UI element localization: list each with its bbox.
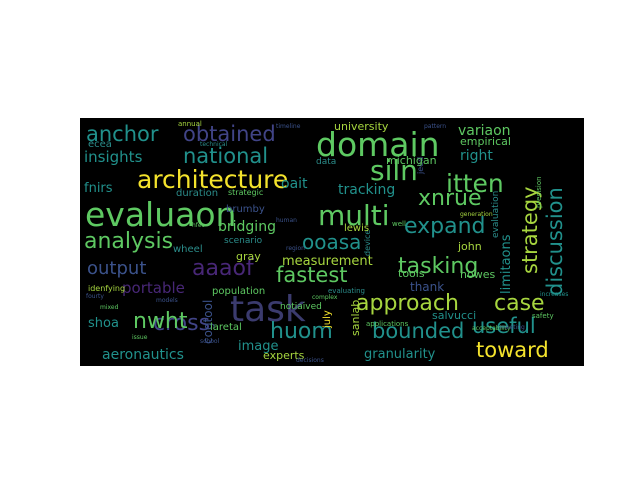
word-tasking: tasking bbox=[398, 254, 479, 279]
word-measurement: measurement bbox=[282, 254, 373, 269]
word-shoa: shoa bbox=[88, 316, 119, 331]
word-laretal: laretal bbox=[210, 322, 242, 333]
word-scenario: scenario bbox=[224, 236, 263, 246]
word-brumby: brumby bbox=[226, 204, 265, 215]
word-meeting: meeting bbox=[500, 324, 525, 331]
word-multi: multi bbox=[318, 199, 390, 232]
word-applications: applications bbox=[366, 320, 409, 328]
word-tracking: tracking bbox=[338, 182, 396, 198]
word-task: task bbox=[230, 289, 306, 330]
word-michigan: michigan bbox=[386, 154, 437, 167]
word-wheel: wheel bbox=[173, 244, 203, 255]
word-hfes: hfes bbox=[192, 222, 205, 229]
word-ooasa: ooasa bbox=[302, 230, 362, 254]
word-technical: technical bbox=[200, 141, 228, 148]
word-right: right bbox=[460, 148, 493, 164]
word-fourty: fourty bbox=[86, 293, 104, 300]
word-approach: approach bbox=[356, 291, 459, 316]
word-decisions: decisions bbox=[296, 357, 324, 364]
word-cross: cross bbox=[153, 311, 211, 336]
word-obtained: obtained bbox=[183, 122, 276, 146]
word-domain: domain bbox=[316, 125, 440, 164]
word-xnrue: xnrue bbox=[418, 186, 482, 211]
word-insights: insights bbox=[84, 148, 143, 166]
word-gray: gray bbox=[236, 250, 261, 263]
word-discussion: discussion bbox=[543, 187, 567, 296]
word-school: school bbox=[200, 338, 220, 345]
word-models: models bbox=[156, 297, 178, 304]
word-bounded: bounded bbox=[372, 319, 465, 343]
word-increases: increases bbox=[540, 291, 569, 298]
word-evaluating: evaluating bbox=[328, 287, 365, 295]
word-aeronautics: aeronautics bbox=[102, 347, 184, 363]
word-pattern: pattern bbox=[424, 123, 447, 130]
word-data: data bbox=[316, 157, 337, 167]
word-cloud: evaluaon task domain architecture analys… bbox=[80, 118, 584, 366]
word-lewis: lewis bbox=[344, 223, 370, 234]
word-notiaived: notiaived bbox=[280, 302, 322, 312]
word-evaluation: evaluation bbox=[491, 190, 501, 238]
word-annual: annual bbox=[178, 120, 202, 128]
word-output: output bbox=[87, 258, 147, 279]
word-granularity: granularity bbox=[364, 347, 436, 362]
word-huom: huom bbox=[270, 319, 333, 344]
word-useful: useful bbox=[472, 314, 536, 338]
word-region: region bbox=[286, 245, 305, 252]
word-complex: complex bbox=[312, 294, 338, 301]
word-toward: toward bbox=[476, 338, 549, 362]
word-july: july bbox=[322, 310, 333, 328]
word-precision: precision bbox=[535, 176, 543, 208]
word-idenfying: idenfying bbox=[88, 284, 126, 293]
word-mixed: mixed bbox=[100, 304, 119, 311]
word-fastest: fastest bbox=[276, 263, 348, 287]
word-issue: issue bbox=[132, 334, 148, 341]
word-analysis: analysis bbox=[84, 229, 174, 254]
word-case: case bbox=[494, 291, 545, 316]
word-john: john bbox=[458, 240, 482, 253]
word-experts: experts bbox=[263, 349, 305, 362]
word-tools: tools bbox=[398, 267, 425, 280]
word-acceptability: acceptability bbox=[472, 325, 511, 332]
word-university: university bbox=[334, 120, 389, 133]
word-siln: siln bbox=[370, 154, 418, 187]
word-empirical: empirical bbox=[460, 135, 511, 148]
word-salvucci: salvucci bbox=[432, 309, 477, 322]
word-timeline: timeline bbox=[276, 123, 301, 130]
word-fnirs: fnirs bbox=[84, 181, 113, 196]
word-oait: oait bbox=[281, 176, 308, 192]
word-anchor: anchor bbox=[86, 122, 159, 146]
word-ecea: ecea bbox=[88, 139, 112, 150]
word-well: well bbox=[392, 220, 406, 228]
word-aaaof: aaaof bbox=[192, 256, 254, 281]
word-evaluaon: evaluaon bbox=[85, 195, 237, 234]
word-limitaons: limitaons bbox=[499, 234, 514, 294]
word-generation: generation bbox=[460, 211, 493, 218]
word-strategic: strategic bbox=[228, 188, 264, 197]
word-safety: safety bbox=[532, 312, 554, 320]
word-portable: portable bbox=[122, 279, 185, 297]
word-duration: duration bbox=[176, 188, 219, 199]
word-architecture: architecture bbox=[137, 165, 289, 194]
word-national: national bbox=[183, 144, 269, 168]
word-bridging: bridging bbox=[218, 219, 276, 235]
word-nwht: nwht bbox=[133, 309, 188, 334]
word-variaon: variaon bbox=[458, 123, 511, 139]
word-sanlab: sanlab bbox=[349, 299, 362, 336]
word-expand: expand bbox=[404, 214, 486, 239]
word-itten: itten bbox=[446, 169, 504, 198]
word-thank: thank bbox=[410, 280, 445, 294]
word-population: population bbox=[212, 286, 266, 297]
word-image: image bbox=[238, 339, 279, 354]
word-human: human bbox=[276, 217, 297, 224]
word-howes: howes bbox=[460, 268, 496, 281]
